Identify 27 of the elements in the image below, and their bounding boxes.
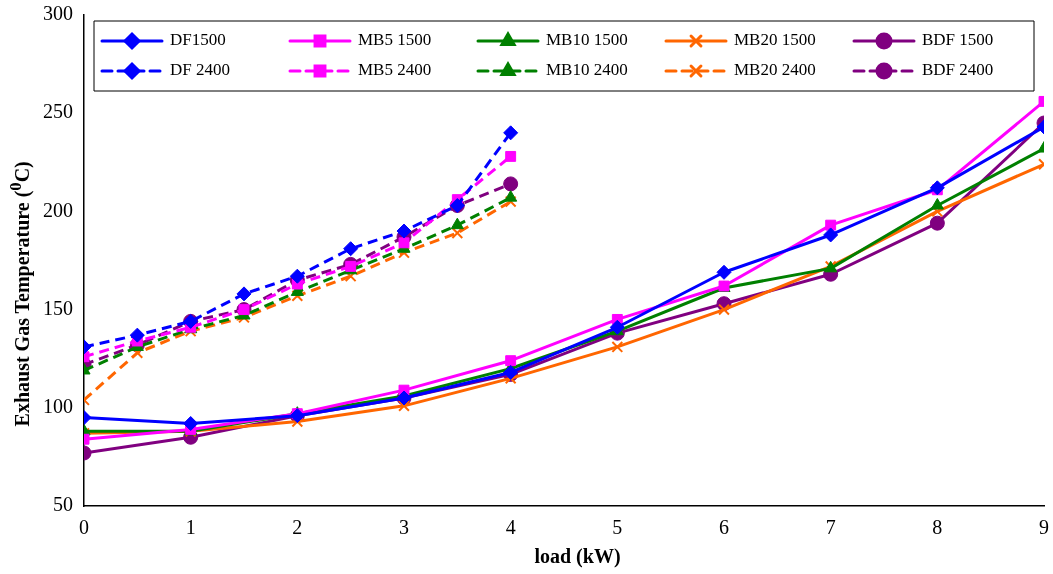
y-tick-label: 250 bbox=[43, 100, 73, 123]
y-tick-label: 50 bbox=[53, 493, 73, 516]
x-tick-label: 2 bbox=[292, 516, 303, 539]
y-tick-label: 150 bbox=[43, 296, 73, 319]
legend-label: MB5 2400 bbox=[358, 60, 432, 80]
legend-label: MB5 1500 bbox=[358, 30, 432, 50]
legend-label: MB20 2400 bbox=[734, 60, 816, 80]
x-tick-label: 4 bbox=[505, 516, 516, 539]
legend-label: BDF 2400 bbox=[922, 60, 994, 80]
x-tick-label: 3 bbox=[399, 516, 409, 539]
x-tick-label: 9 bbox=[1039, 516, 1049, 539]
x-tick-label: 8 bbox=[932, 516, 943, 539]
x-tick-label: 6 bbox=[719, 516, 729, 539]
x-tick-label: 1 bbox=[185, 516, 196, 539]
y-tick-label: 100 bbox=[43, 395, 73, 418]
legend-label: DF1500 bbox=[170, 30, 226, 50]
legend-label: DF 2400 bbox=[170, 60, 230, 80]
legend-label: MB10 2400 bbox=[546, 60, 628, 80]
y-tick-label: 300 bbox=[43, 2, 73, 25]
legend-label: MB10 1500 bbox=[546, 30, 628, 50]
x-axis-title: load (kW) bbox=[533, 545, 622, 568]
legend-label: BDF 1500 bbox=[922, 30, 994, 50]
legend-label: MB20 1500 bbox=[734, 30, 816, 50]
y-tick-label: 200 bbox=[43, 198, 73, 221]
x-tick-label: 7 bbox=[825, 516, 836, 539]
x-tick-label: 0 bbox=[79, 516, 89, 539]
x-tick-label: 5 bbox=[612, 516, 623, 539]
